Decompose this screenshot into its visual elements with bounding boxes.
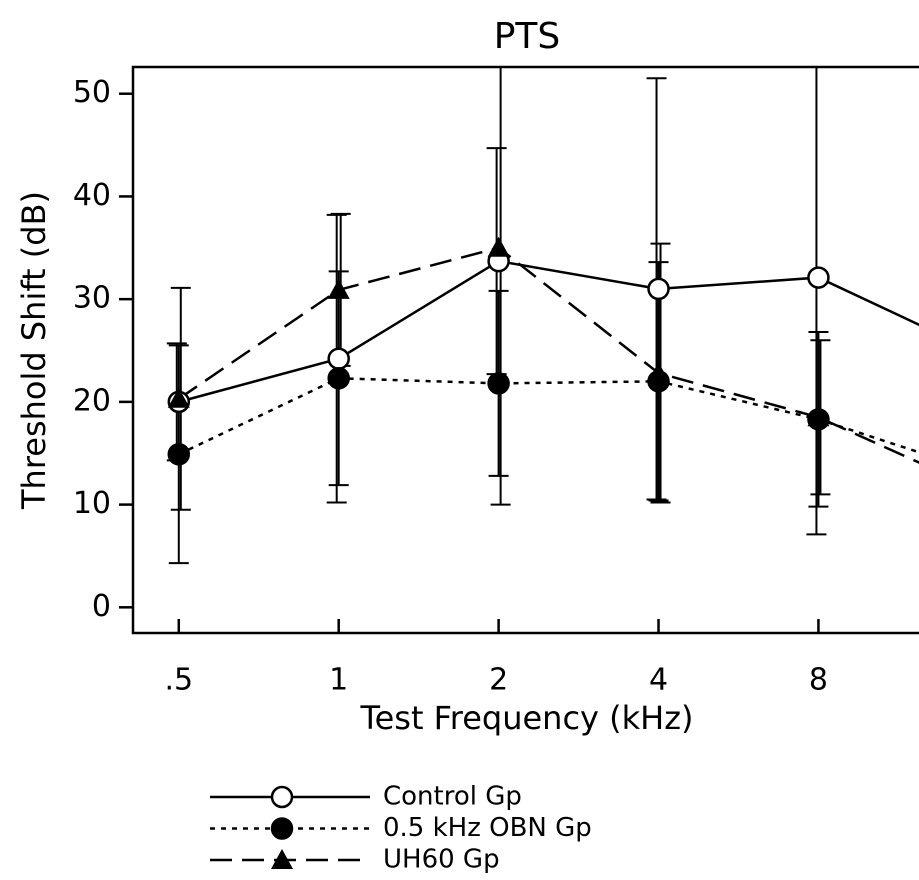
x-tick-label: .5	[164, 663, 193, 698]
x-axis-label: Test Frequency (kHz)	[359, 699, 693, 737]
y-axis-label: Threshold Shift (dB)	[15, 191, 53, 510]
marker	[167, 443, 191, 466]
marker	[270, 785, 294, 809]
marker	[327, 366, 350, 390]
legend-label: Control Gp	[383, 782, 522, 812]
y-tick-label: 20	[73, 383, 111, 418]
marker	[487, 372, 510, 395]
x-tick-label: 2	[489, 663, 508, 698]
marker	[167, 387, 190, 408]
marker	[807, 406, 830, 427]
x-tick-label: 8	[809, 663, 828, 698]
plot-area	[166, 67, 919, 565]
marker	[327, 278, 350, 299]
y-tick-label: 50	[73, 75, 111, 110]
y-tick-label: 10	[73, 486, 111, 521]
marker	[270, 817, 294, 840]
marker	[487, 236, 510, 257]
series-line	[178, 376, 919, 456]
legend-label: UH60 Gp	[383, 845, 500, 875]
series-line	[178, 259, 919, 404]
marker	[807, 266, 830, 289]
series-line	[178, 246, 919, 464]
y-tick-label: 30	[73, 281, 111, 316]
marker	[647, 362, 670, 383]
legend-label: 0.5 kHz OBN Gp	[383, 813, 592, 843]
plot-frame	[131, 65, 919, 635]
y-tick-label: 40	[73, 178, 111, 213]
marker	[327, 347, 350, 370]
x-tick-label: 1	[329, 663, 348, 698]
x-tick-label: 4	[649, 663, 668, 698]
y-tick-label: 0	[92, 589, 111, 624]
marker	[647, 277, 670, 301]
chart-title: PTS	[494, 16, 561, 57]
marker	[271, 849, 293, 869]
